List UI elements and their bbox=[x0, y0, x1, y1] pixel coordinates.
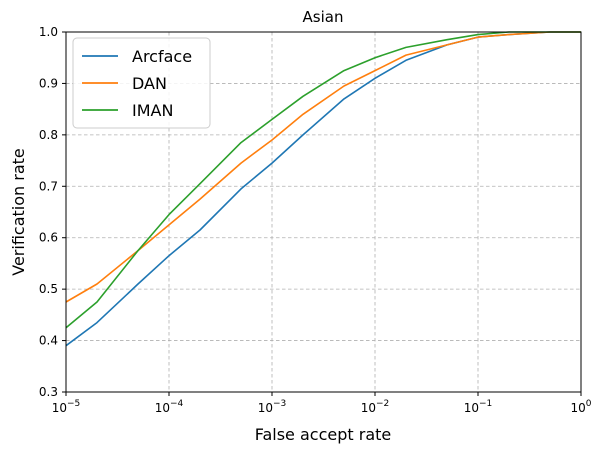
plot-frame bbox=[65, 31, 582, 393]
legend-label-dan: DAN bbox=[132, 74, 167, 93]
y-tick-label: 1.0 bbox=[39, 25, 58, 39]
x-tick-label: 10−1 bbox=[464, 399, 493, 415]
y-tick-label: 0.4 bbox=[39, 334, 58, 348]
x-axis: 10−5 10−4 10−3 10−2 10−1 100 bbox=[52, 392, 592, 415]
chart-title: Asian bbox=[303, 8, 344, 26]
y-tick-label: 0.5 bbox=[39, 282, 58, 296]
x-tick-label: 10−4 bbox=[155, 399, 184, 415]
x-axis-label: False accept rate bbox=[255, 425, 392, 444]
y-tick-label: 0.8 bbox=[39, 128, 58, 142]
y-tick-label: 0.7 bbox=[39, 179, 58, 193]
y-axis: 0.3 0.4 0.5 0.6 0.7 0.8 0.9 1.0 bbox=[39, 25, 66, 399]
y-tick-label: 0.6 bbox=[39, 231, 58, 245]
series-lines bbox=[65, 31, 581, 347]
x-tick-label: 10−5 bbox=[52, 399, 81, 415]
series-line-dan bbox=[65, 31, 581, 303]
y-tick-label: 0.9 bbox=[39, 76, 58, 90]
legend-label-iman: IMAN bbox=[132, 101, 173, 120]
x-tick-label: 10−2 bbox=[361, 399, 390, 415]
legend-box bbox=[72, 37, 211, 129]
legend-label-arcface: Arcface bbox=[132, 47, 192, 66]
y-axis-label: Verification rate bbox=[9, 148, 28, 275]
legend: Arcface DAN IMAN bbox=[72, 37, 211, 129]
y-tick-label: 0.3 bbox=[39, 385, 58, 399]
series-line-iman bbox=[65, 31, 581, 329]
x-tick-label: 100 bbox=[570, 399, 591, 415]
x-tick-label: 10−3 bbox=[258, 399, 287, 415]
